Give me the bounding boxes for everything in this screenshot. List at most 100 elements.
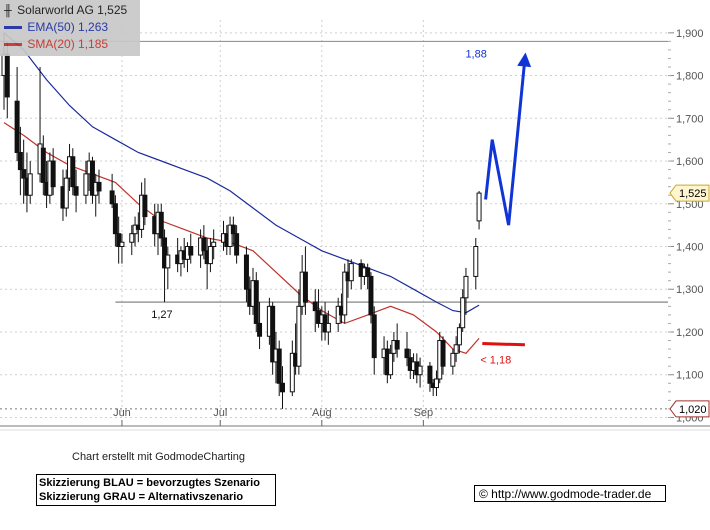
candle <box>257 302 263 350</box>
candle-body-down <box>257 322 263 337</box>
candle <box>142 178 148 226</box>
y-tick-label: 1,600 <box>676 156 704 168</box>
legend-title: Solarworld AG 1,525 <box>17 3 128 17</box>
legend-ema: EMA(50) 1,263 <box>27 20 109 34</box>
candle-body-up <box>325 322 331 333</box>
candle-body-up <box>460 297 466 329</box>
y-tick-label: 1,200 <box>676 327 704 339</box>
candle-body-down <box>162 237 168 269</box>
candle-body-down <box>21 169 27 179</box>
candle-body-down <box>50 160 56 188</box>
candle <box>96 169 102 204</box>
candle <box>325 310 331 345</box>
support-line <box>482 342 525 347</box>
candle <box>158 203 164 247</box>
candle <box>14 67 20 162</box>
candle-body-up <box>211 241 217 248</box>
candle-body-up <box>388 352 394 376</box>
sketch-blue-text: Skizzierung BLAU = bevorzugtes Szenario <box>39 477 260 489</box>
candle <box>450 349 456 375</box>
candle-body-down <box>188 246 194 256</box>
candle <box>63 169 69 217</box>
candle <box>276 340 282 397</box>
legend-ema-row: EMA(50) 1,263 <box>4 20 108 34</box>
candle-body-up <box>129 233 135 243</box>
horizontal-level-label: 1,27 <box>151 309 172 321</box>
candle <box>89 156 95 204</box>
candle-body-down <box>253 280 259 324</box>
candle <box>279 366 285 409</box>
candle-body-down <box>404 348 410 359</box>
candle-body-up <box>27 173 33 196</box>
candle <box>243 246 249 303</box>
candle-body-up <box>165 254 171 269</box>
candle-body-up <box>348 263 354 282</box>
y-tick-label: 1,700 <box>676 113 704 125</box>
candle <box>394 323 400 358</box>
x-tick-label: Jul <box>213 407 227 419</box>
candle-body-down <box>14 100 20 153</box>
low-price-badge-shape <box>669 400 710 418</box>
candle-body-up <box>473 246 479 277</box>
source-url-link[interactable]: © http://www.godmode-trader.de <box>474 485 666 502</box>
candle-body-down <box>365 267 371 277</box>
candle <box>270 302 276 375</box>
candle <box>473 237 479 290</box>
candle <box>50 148 56 196</box>
candle <box>312 289 318 332</box>
candle-body-down <box>243 254 249 290</box>
candle <box>188 233 194 264</box>
candle-body-down <box>279 382 285 393</box>
y-tick-label: 1,500 <box>676 199 704 211</box>
candle <box>207 237 213 273</box>
candle <box>129 225 135 256</box>
candle <box>21 139 27 204</box>
x-axis-ticks: Jun Jul Aug Sep <box>113 407 433 426</box>
y-tick-label: 1,400 <box>676 242 704 254</box>
candle-body-down <box>302 271 308 303</box>
y-axis-ticks: 1,0001,1001,2001,3001,4001,5001,6001,700… <box>668 28 704 424</box>
candle <box>342 263 348 324</box>
sketch-legend-box: Skizzierung BLAU = bevorzugtes Szenario … <box>36 474 276 506</box>
candle-body-up <box>433 378 439 389</box>
candle <box>112 195 118 247</box>
legend-title-row: ╫ Solarworld AG 1,525 <box>4 3 127 17</box>
candle <box>211 229 217 260</box>
candle-body-down <box>201 237 207 252</box>
y-tick-label: 1,100 <box>676 370 704 382</box>
candle-body-up <box>207 246 213 265</box>
candle <box>322 302 328 341</box>
candle <box>296 289 302 375</box>
candle <box>83 161 89 204</box>
low-price-badge: 1,020 <box>669 400 710 418</box>
candle <box>365 263 371 290</box>
sketch-gray-text: Skizzierung GRAU = Alternativszenario <box>39 491 244 503</box>
forecast-zigzag-line <box>484 58 527 226</box>
candle <box>289 340 295 397</box>
candle <box>417 357 423 388</box>
sma-swatch <box>4 43 22 47</box>
candle <box>27 161 33 204</box>
candle <box>348 259 354 290</box>
forecast-group <box>482 52 532 347</box>
candle-body-down <box>312 301 318 312</box>
candle <box>253 272 259 332</box>
candle <box>371 306 377 375</box>
candle-body-down <box>89 160 95 196</box>
candle-body-down <box>158 211 164 239</box>
candle <box>73 169 79 213</box>
candle <box>433 370 439 397</box>
legend-sma-row: SMA(20) 1,185 <box>4 37 108 51</box>
candle-body-up <box>296 305 302 367</box>
candle <box>368 272 374 324</box>
candle <box>456 323 462 354</box>
last-price-badge: 1,525 <box>669 184 710 202</box>
candle-body-down <box>116 233 122 248</box>
candle-body-down <box>17 151 23 171</box>
candle-body-up <box>456 327 462 346</box>
candle-body-up <box>450 352 456 367</box>
candle <box>440 336 446 375</box>
candle <box>427 361 433 392</box>
candle <box>463 267 469 315</box>
